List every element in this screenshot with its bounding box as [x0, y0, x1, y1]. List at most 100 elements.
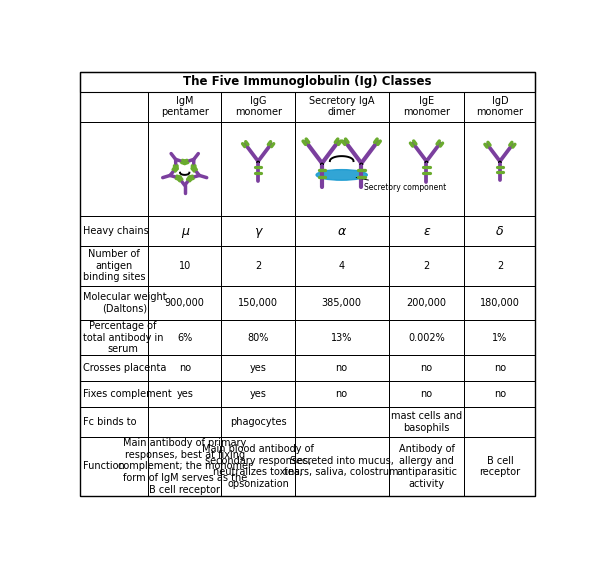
Text: 6%: 6% — [177, 333, 193, 343]
Text: Molecular weight
(Daltons): Molecular weight (Daltons) — [83, 292, 167, 314]
Bar — [389, 407, 464, 437]
Bar — [389, 216, 464, 246]
Bar — [295, 92, 389, 121]
Text: α: α — [338, 225, 346, 238]
Text: no: no — [421, 389, 433, 400]
Text: Antibody of
allergy and
antiparasitic
activity: Antibody of allergy and antiparasitic ac… — [396, 444, 457, 489]
Text: phagocytes: phagocytes — [230, 417, 286, 427]
Text: ε: ε — [423, 225, 430, 238]
Bar — [148, 382, 221, 407]
Bar — [148, 286, 221, 320]
Bar — [148, 92, 221, 121]
Text: Fixes complement: Fixes complement — [83, 389, 172, 400]
Bar — [295, 407, 389, 437]
Text: 0.002%: 0.002% — [408, 333, 445, 343]
Bar — [148, 121, 221, 216]
Bar — [80, 216, 148, 246]
Text: Heavy chains: Heavy chains — [83, 226, 149, 236]
Text: IgD
monomer: IgD monomer — [476, 96, 523, 117]
Bar — [464, 320, 535, 356]
Text: 2: 2 — [255, 261, 261, 271]
Text: no: no — [494, 389, 506, 400]
Bar — [389, 356, 464, 382]
Bar — [221, 407, 295, 437]
Bar — [221, 286, 295, 320]
Bar — [80, 92, 148, 121]
Bar — [295, 216, 389, 246]
Text: 1%: 1% — [492, 333, 508, 343]
Text: 180,000: 180,000 — [480, 298, 520, 308]
Bar — [221, 356, 295, 382]
Text: mast cells and
basophils: mast cells and basophils — [391, 411, 462, 433]
Bar — [221, 216, 295, 246]
Text: Crosses placenta: Crosses placenta — [83, 364, 166, 373]
Bar — [80, 437, 148, 496]
Bar — [464, 407, 535, 437]
Bar — [80, 121, 148, 216]
Text: μ: μ — [181, 225, 189, 238]
Bar — [221, 320, 295, 356]
Text: Function: Function — [83, 461, 125, 472]
Text: IgM
pentamer: IgM pentamer — [161, 96, 209, 117]
Text: no: no — [421, 364, 433, 373]
Ellipse shape — [316, 170, 367, 180]
Text: 200,000: 200,000 — [406, 298, 446, 308]
Bar — [148, 407, 221, 437]
Bar — [295, 246, 389, 286]
Bar — [464, 437, 535, 496]
Bar — [80, 246, 148, 286]
Text: 150,000: 150,000 — [238, 298, 278, 308]
Bar — [148, 437, 221, 496]
Bar — [389, 382, 464, 407]
Text: no: no — [179, 364, 191, 373]
Text: 13%: 13% — [331, 333, 352, 343]
Bar — [80, 356, 148, 382]
Text: Secreted into mucus,
tears, saliva, colostrum: Secreted into mucus, tears, saliva, colo… — [284, 456, 399, 477]
Text: 80%: 80% — [247, 333, 269, 343]
Bar — [295, 382, 389, 407]
Text: B cell
receptor: B cell receptor — [479, 456, 520, 477]
Bar — [148, 356, 221, 382]
Text: 2: 2 — [497, 261, 503, 271]
Bar — [389, 320, 464, 356]
Bar — [221, 121, 295, 216]
Bar — [464, 356, 535, 382]
Bar — [295, 320, 389, 356]
Text: yes: yes — [176, 389, 193, 400]
Bar — [389, 437, 464, 496]
Bar — [148, 246, 221, 286]
Text: no: no — [335, 389, 348, 400]
Text: 385,000: 385,000 — [322, 298, 362, 308]
Bar — [80, 286, 148, 320]
Bar — [464, 216, 535, 246]
Text: 4: 4 — [338, 261, 345, 271]
Bar — [389, 121, 464, 216]
Text: Number of
antigen
binding sites: Number of antigen binding sites — [83, 250, 145, 283]
Bar — [221, 437, 295, 496]
Text: Main antibody of primary
responses, best at fixing
complement; the monomer
form : Main antibody of primary responses, best… — [118, 438, 252, 495]
Bar — [221, 92, 295, 121]
Text: Percentage of
total antibody in
serum: Percentage of total antibody in serum — [83, 321, 163, 354]
Bar — [148, 216, 221, 246]
Text: no: no — [335, 364, 348, 373]
Bar — [295, 286, 389, 320]
Text: IgE
monomer: IgE monomer — [403, 96, 450, 117]
Bar — [464, 246, 535, 286]
Text: no: no — [494, 364, 506, 373]
Bar — [295, 356, 389, 382]
Bar — [464, 382, 535, 407]
Bar — [221, 246, 295, 286]
Bar — [80, 407, 148, 437]
Text: yes: yes — [250, 389, 266, 400]
Text: 10: 10 — [179, 261, 191, 271]
Bar — [80, 320, 148, 356]
Bar — [221, 382, 295, 407]
Text: IgG
monomer: IgG monomer — [235, 96, 281, 117]
Bar — [389, 246, 464, 286]
Text: δ: δ — [496, 225, 504, 238]
Bar — [389, 286, 464, 320]
Text: Fc binds to: Fc binds to — [83, 417, 136, 427]
Text: Secretory component: Secretory component — [356, 178, 446, 192]
Text: 2: 2 — [424, 261, 430, 271]
Text: γ: γ — [254, 225, 262, 238]
